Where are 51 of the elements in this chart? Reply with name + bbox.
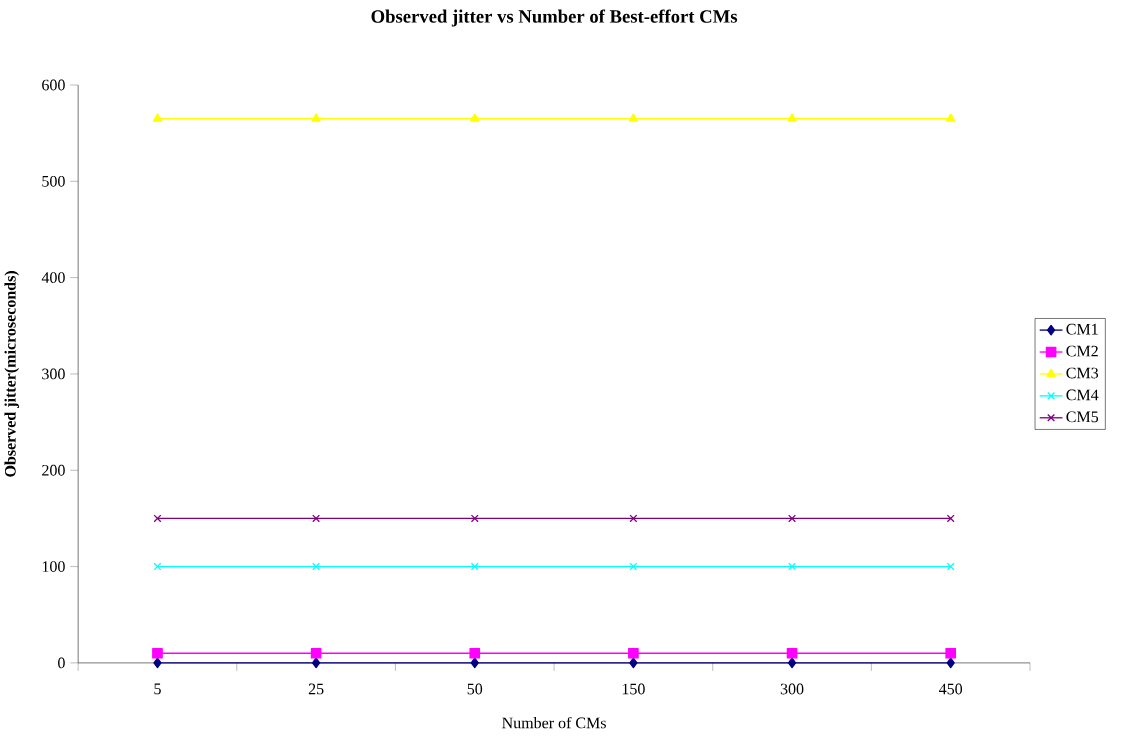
y-tick-label: 200 [42, 464, 65, 476]
point [312, 514, 321, 523]
point [946, 657, 955, 669]
point [310, 647, 322, 659]
legend-label: CM3 [1066, 367, 1099, 379]
y-tick-label: 300 [42, 368, 65, 380]
point [787, 657, 797, 669]
point [311, 657, 321, 669]
legend-label: CM4 [1066, 389, 1099, 401]
y-tick-label: 500 [42, 175, 65, 187]
legend-label: CM5 [1066, 411, 1099, 423]
point [945, 647, 957, 659]
point [469, 647, 481, 659]
x-tick-label: 25 [308, 683, 324, 695]
y-tick-label: 600 [42, 79, 65, 91]
point [629, 657, 638, 669]
point [470, 514, 479, 523]
point [628, 647, 639, 659]
chart-title: Observed jitter vs Number of Best-effort CMs [371, 9, 738, 27]
point [153, 562, 162, 571]
point [788, 514, 797, 523]
x-tick-label: 300 [780, 683, 804, 695]
point [629, 562, 638, 571]
x-tick-label: 450 [939, 683, 963, 695]
y-axis-title: Observed jitter(microseconds) [4, 271, 19, 477]
point [628, 113, 639, 122]
x-tick-label: 50 [467, 683, 483, 695]
legend-label: CM1 [1066, 323, 1098, 335]
point [945, 113, 956, 122]
y-tick-label: 0 [58, 657, 65, 669]
point [153, 514, 162, 523]
point [787, 113, 797, 122]
point [470, 113, 480, 122]
point [470, 657, 479, 669]
point [946, 562, 955, 571]
point [629, 514, 638, 523]
x-tick-label: 150 [622, 683, 645, 695]
point [786, 647, 798, 659]
point [946, 514, 955, 523]
y-tick-label: 100 [42, 561, 65, 573]
point [153, 657, 162, 669]
point [152, 113, 163, 122]
point [470, 562, 479, 571]
legend-label: CM2 [1066, 345, 1098, 357]
point [788, 562, 797, 571]
x-axis-title: Number of CMs [502, 716, 606, 729]
y-tick-label: 400 [41, 272, 65, 284]
point [312, 562, 321, 571]
x-tick-label: 5 [154, 683, 161, 695]
point [152, 647, 163, 659]
point [311, 113, 321, 122]
